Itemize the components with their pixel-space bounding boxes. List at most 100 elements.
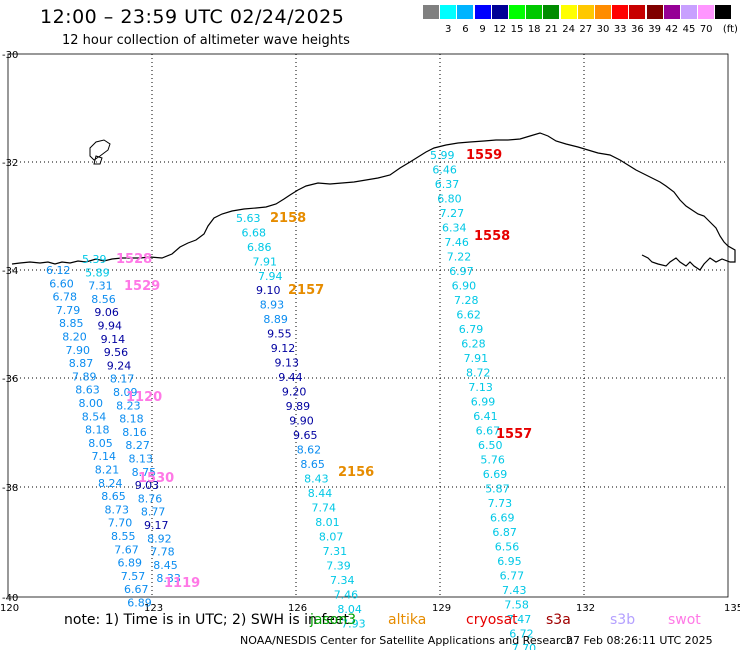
wave-height-value: 6.86 <box>247 241 272 254</box>
wave-height-value: 9.12 <box>271 342 296 355</box>
wave-height-value: 8.43 <box>304 473 329 486</box>
legend-swatch <box>595 5 611 19</box>
wave-height-value: 8.72 <box>466 367 491 380</box>
legend-label: 21 <box>545 24 558 35</box>
pass-time-label: 1559 <box>466 148 502 163</box>
wave-height-value: 5.99 <box>430 149 455 162</box>
wave-height-value: 6.87 <box>492 526 517 539</box>
latitude-label: -34 <box>2 266 18 277</box>
wave-height-value: 9.03 <box>135 479 160 492</box>
satellite-jason3: jason3 <box>310 612 357 628</box>
wave-height-value: 7.31 <box>323 545 348 558</box>
wave-height-value: 5.89 <box>85 266 110 279</box>
pass-time-label: 1528 <box>116 252 152 267</box>
pass-time-label: 1119 <box>164 576 200 591</box>
wave-height-value: 6.62 <box>456 309 481 322</box>
wave-height-value: 7.34 <box>330 574 355 587</box>
legend-swatch <box>526 5 543 19</box>
pass-time-label: 1557 <box>496 427 532 442</box>
wave-height-value: 6.46 <box>432 164 457 177</box>
wave-height-value: 7.70 <box>512 642 536 650</box>
credit-line: NOAA/NESDIS Center for Satellite Applica… <box>240 634 574 647</box>
legend-label: 6 <box>462 24 469 35</box>
wave-height-value: 9.89 <box>286 400 311 413</box>
pass-time-label: 2158 <box>270 211 306 226</box>
wave-height-value: 7.79 <box>56 304 81 317</box>
legend-swatch <box>612 5 629 19</box>
wave-height-value: 9.10 <box>256 284 281 297</box>
wave-height-value: 8.54 <box>82 410 107 423</box>
legend-label: 3 <box>445 24 452 35</box>
wave-height-value: 8.23 <box>116 399 141 412</box>
wave-height-value: 9.14 <box>101 333 126 346</box>
latitude-label: -36 <box>2 374 18 385</box>
australia-coastline <box>11 132 736 271</box>
wave-height-value: 6.12 <box>46 264 71 277</box>
wave-height-value: 8.33 <box>156 572 181 585</box>
wave-height-value: 7.93 <box>341 618 366 631</box>
wave-height-value: 6.60 <box>49 277 74 290</box>
wave-height-value: 6.89 <box>118 557 143 570</box>
latitude-label: -30 <box>2 50 18 61</box>
legend-label: 39 <box>648 24 661 35</box>
wave-height-value: 8.44 <box>308 487 333 500</box>
wave-height-value: 6.28 <box>461 338 486 351</box>
wave-height-value: 9.55 <box>267 328 292 341</box>
legend-swatch <box>577 5 594 19</box>
wave-height-value: 9.56 <box>104 346 129 359</box>
wave-height-value: 8.55 <box>111 530 136 543</box>
legend-swatch <box>543 5 560 19</box>
wave-height-value: 8.85 <box>59 317 84 330</box>
wave-height-value: 6.95 <box>497 555 522 568</box>
wave-height-value: 7.14 <box>92 450 117 463</box>
pass-time-label: 1529 <box>124 279 160 294</box>
wave-height-value: 6.37 <box>435 178 460 191</box>
wave-height-value: 9.94 <box>98 320 123 333</box>
wave-height-value: 8.93 <box>260 299 285 312</box>
wave-height-value: 7.31 <box>88 280 113 293</box>
legend-label: 9 <box>479 24 486 35</box>
legend-swatch <box>457 5 474 19</box>
wave-height-value: 9.13 <box>275 357 300 370</box>
wave-height-value: 6.67 <box>124 583 149 596</box>
wave-height-value: 7.13 <box>468 381 493 394</box>
wave-height-value: 5.87 <box>485 483 510 496</box>
wave-height-value: 7.28 <box>454 294 479 307</box>
wave-height-value: 9.06 <box>94 306 119 319</box>
legend-swatch <box>715 5 732 19</box>
legend-unit: (ft) <box>722 24 738 35</box>
wave-height-value: 7.74 <box>312 502 337 515</box>
wave-height-value: 7.67 <box>114 543 139 556</box>
island-coastline <box>93 155 103 165</box>
wave-height-value: 7.27 <box>440 207 465 220</box>
legend-swatch <box>491 5 508 19</box>
wave-height-value: 7.73 <box>488 497 512 510</box>
map-frame <box>7 53 729 598</box>
wave-height-value: 8.65 <box>101 490 126 503</box>
wave-height-value: 8.04 <box>337 603 362 616</box>
wave-height-value: 5.39 <box>82 253 107 266</box>
wave-height-value: 8.92 <box>147 532 172 545</box>
wave-height-value: 8.65 <box>300 458 325 471</box>
longitude-label: 120 <box>0 603 19 614</box>
wave-height-value: 6.56 <box>495 541 520 554</box>
wave-height-value: 6.68 <box>242 227 267 240</box>
kangaroo-island-coastline <box>89 139 111 161</box>
wave-height-value: 8.77 <box>141 506 166 519</box>
satellite-altika: altika <box>388 612 427 628</box>
legend-swatch <box>440 5 457 19</box>
legend-label: 42 <box>665 24 679 35</box>
longitude-label: 132 <box>576 603 595 614</box>
satellite-s3a: s3a <box>546 612 571 628</box>
wave-height-value: 7.47 <box>507 613 532 626</box>
pass-time-label: 1120 <box>126 390 162 405</box>
latitude-label: -38 <box>2 483 18 494</box>
legend-swatch <box>681 5 697 19</box>
altimeter-tracks: 5.996.466.376.807.276.347.467.226.976.90… <box>46 148 536 650</box>
wave-height-value: 9.17 <box>144 519 169 532</box>
wave-height-value: 8.45 <box>153 559 178 572</box>
longitude-label: 123 <box>144 603 163 614</box>
wave-height-value: 7.46 <box>444 236 469 249</box>
legend-label: 36 <box>631 24 644 35</box>
